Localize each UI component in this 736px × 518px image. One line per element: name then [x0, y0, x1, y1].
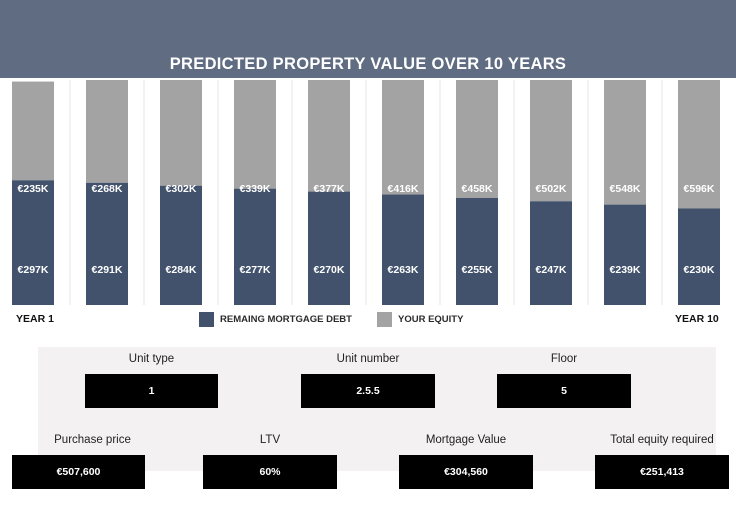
legend-swatch-equity — [377, 312, 392, 327]
data-label-debt-year-3: €284K — [166, 264, 197, 276]
bar-debt-year-3 — [160, 185, 202, 305]
data-label-equity-year-3: €302K — [166, 183, 197, 195]
bar-debt-year-5 — [308, 191, 350, 305]
unit-type-label: Unit type — [128, 353, 175, 365]
data-label-equity-year-2: €268K — [92, 183, 123, 195]
unit-number-label: Unit number — [336, 353, 400, 365]
x-axis-start-label: YEAR 1 — [16, 313, 54, 325]
x-axis-end-label: YEAR 10 — [675, 313, 719, 325]
bar-debt-year-10 — [678, 208, 720, 305]
legend-label-debt: REMAING MORTGAGE DEBT — [220, 314, 352, 325]
legend-item-equity: YOUR EQUITY — [377, 312, 463, 327]
bar-equity-year-5 — [308, 80, 350, 192]
bar-equity-year-4 — [234, 80, 276, 189]
data-label-equity-year-6: €416K — [388, 183, 419, 195]
bar-equity-year-7 — [456, 80, 498, 198]
ltv-value: 60% — [203, 455, 337, 489]
data-label-debt-year-1: €297K — [18, 264, 49, 276]
details-panel — [38, 347, 716, 471]
bar-debt-year-9 — [604, 204, 646, 305]
bar-debt-year-1 — [12, 180, 54, 305]
total-equity-label: Total equity required — [610, 434, 714, 446]
legend-label-equity: YOUR EQUITY — [398, 314, 464, 325]
data-label-debt-year-9: €239K — [610, 264, 641, 276]
data-label-equity-year-8: €502K — [536, 183, 567, 195]
data-label-debt-year-7: €255K — [462, 264, 493, 276]
bar-debt-year-4 — [234, 188, 276, 305]
chart-title: PREDICTED PROPERTY VALUE OVER 10 YEARS — [169, 55, 567, 73]
header-band — [0, 0, 736, 78]
data-label-equity-year-5: €377K — [314, 183, 345, 195]
data-label-debt-year-8: €247K — [536, 264, 567, 276]
data-label-equity-year-4: €339K — [240, 183, 271, 195]
data-label-debt-year-6: €263K — [388, 264, 419, 276]
data-label-debt-year-2: €291K — [92, 264, 123, 276]
stacked-bar-chart: €297K €235K €291K €268K €284K €302K €277K €339K… — [12, 80, 720, 305]
mortgage-value-value: €304,560 — [399, 455, 533, 489]
unit-number-value: 2.5.5 — [301, 374, 435, 408]
bar-debt-year-2 — [86, 182, 128, 305]
bar-equity-year-2 — [86, 80, 128, 183]
purchase-price-label: Purchase price — [54, 434, 131, 446]
floor-label: Floor — [550, 353, 578, 365]
bar-equity-year-10 — [678, 80, 720, 209]
legend-item-debt: REMAING MORTGAGE DEBT — [199, 312, 352, 327]
bar-equity-year-3 — [160, 80, 202, 186]
bar-debt-year-8 — [530, 201, 572, 305]
floor-value: 5 — [497, 374, 631, 408]
bar-equity-year-8 — [530, 80, 572, 202]
bar-equity-year-1 — [12, 81, 54, 181]
bar-debt-year-6 — [382, 194, 424, 305]
bar-debt-year-7 — [456, 197, 498, 305]
data-label-equity-year-7: €458K — [462, 183, 493, 195]
bar-equity-year-9 — [604, 80, 646, 205]
total-equity-value: €251,413 — [595, 455, 729, 489]
data-label-equity-year-10: €596K — [684, 183, 715, 195]
data-label-debt-year-4: €277K — [240, 264, 271, 276]
ltv-label: LTV — [259, 434, 281, 446]
bar-equity-year-6 — [382, 80, 424, 195]
data-label-debt-year-5: €270K — [314, 264, 345, 276]
unit-type-value: 1 — [85, 374, 218, 408]
mortgage-value-label: Mortgage Value — [425, 434, 507, 446]
legend-swatch-debt — [199, 312, 214, 327]
data-label-equity-year-1: €235K — [18, 183, 49, 195]
data-label-debt-year-10: €230K — [684, 264, 715, 276]
data-label-equity-year-9: €548K — [610, 183, 641, 195]
purchase-price-value: €507,600 — [12, 455, 145, 489]
